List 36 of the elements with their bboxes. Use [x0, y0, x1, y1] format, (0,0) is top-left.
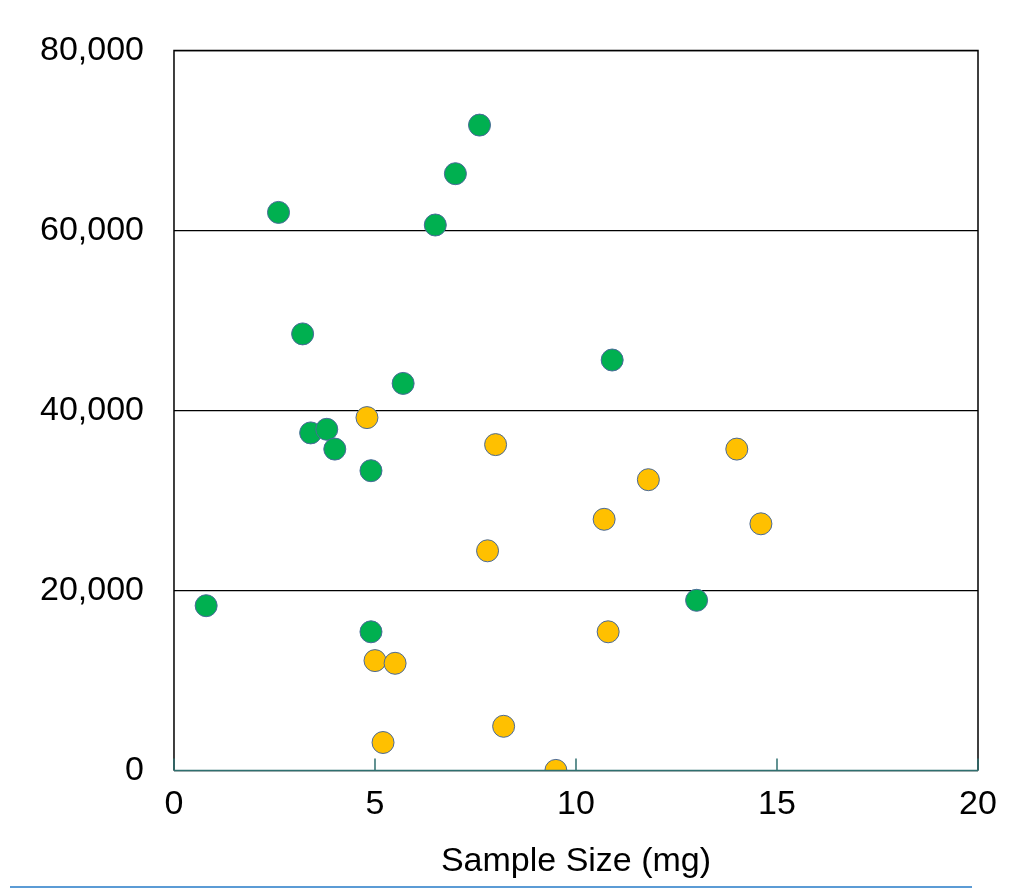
point [476, 539, 500, 563]
point [359, 459, 383, 483]
point [423, 213, 447, 237]
y-tick-label: 80,000 [39, 28, 144, 67]
point [443, 162, 467, 186]
point [592, 507, 616, 531]
point [323, 437, 347, 461]
x-tick-label: 20 [959, 783, 997, 822]
y-tick-label: 20,000 [39, 568, 144, 607]
point [484, 433, 508, 457]
point [636, 468, 660, 492]
point [355, 406, 379, 430]
point [749, 512, 773, 536]
x-tick-label: 5 [365, 783, 385, 822]
point [391, 371, 415, 395]
x-tick-label: 10 [557, 783, 595, 822]
point [359, 620, 383, 644]
point [600, 348, 624, 372]
point [267, 200, 291, 224]
point [371, 731, 395, 754]
point [315, 417, 339, 441]
x-tick-label: 0 [164, 783, 184, 822]
x-tick-label: 15 [758, 783, 796, 822]
point [383, 651, 407, 675]
y-tick-label: 40,000 [39, 388, 144, 427]
x-axis-title: Sample Size (mg) [440, 839, 712, 878]
point [492, 714, 516, 738]
point [194, 594, 218, 618]
point [725, 437, 749, 461]
y-tick-label: 60,000 [39, 208, 144, 247]
point [596, 620, 620, 644]
point [685, 588, 709, 612]
point [468, 113, 492, 137]
y-tick-label: 0 [125, 748, 144, 787]
point [291, 322, 315, 346]
point [363, 649, 387, 673]
